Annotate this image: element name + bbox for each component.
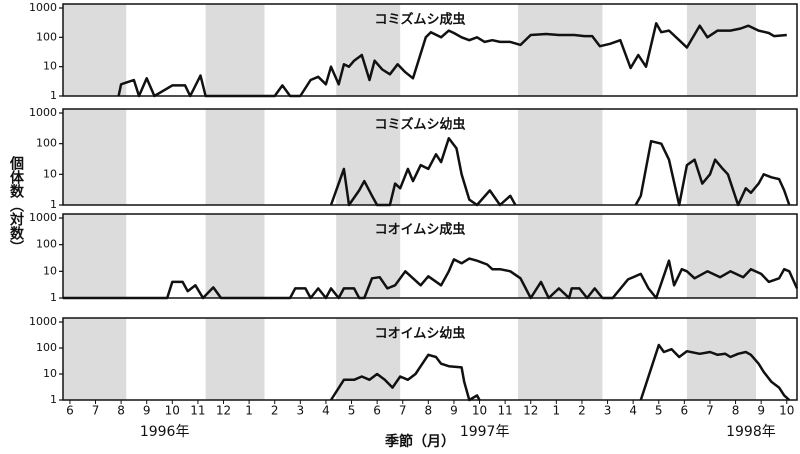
series-line xyxy=(63,257,799,300)
x-tick-label: 8 xyxy=(117,404,125,418)
x-tick-label: 5 xyxy=(655,404,663,418)
shaded-period xyxy=(205,4,265,96)
panel-title: コオイムシ成虫 xyxy=(375,222,466,238)
y-tick-label: 1 xyxy=(50,393,57,406)
y-tick-label: 10 xyxy=(43,167,57,180)
x-tick-label: 6 xyxy=(66,404,74,418)
y-tick-label: 100 xyxy=(36,30,57,43)
y-tick-label: 100 xyxy=(36,341,57,354)
panel-title: コオイムシ幼虫 xyxy=(375,326,466,342)
x-tick-label: 12 xyxy=(523,404,538,418)
panel-frame xyxy=(62,3,798,97)
shaded-period xyxy=(517,214,603,298)
x-tick-label: 9 xyxy=(757,404,765,418)
x-tick-label: 6 xyxy=(373,404,381,418)
x-tick-label: 1 xyxy=(245,404,253,418)
shaded-period xyxy=(686,4,757,96)
panel-frame xyxy=(62,317,798,401)
series-line xyxy=(117,22,787,98)
y-tick-label: 1 xyxy=(50,198,57,211)
y-tick-label: 1000 xyxy=(29,106,57,119)
x-tick-label: 8 xyxy=(732,404,740,418)
shaded-period xyxy=(205,109,265,205)
y-tick-label: 1000 xyxy=(29,1,57,14)
x-tick-label: 11 xyxy=(190,404,205,418)
y-tick-label: 100 xyxy=(36,137,57,150)
series-line xyxy=(329,343,791,402)
y-tick-label: 100 xyxy=(36,238,57,251)
panel-title: コミズムシ成虫 xyxy=(374,12,465,28)
shaded-period xyxy=(336,4,401,96)
x-tick-label: 10 xyxy=(779,404,794,418)
x-tick-label: 2 xyxy=(578,404,586,418)
year-label: 1997年 xyxy=(460,424,510,440)
y-tick-label: 10 xyxy=(43,60,57,73)
panel-title: コミズムシ幼虫 xyxy=(374,117,465,133)
x-tick-label: 7 xyxy=(399,404,407,418)
x-tick-label: 11 xyxy=(498,404,513,418)
year-label: 1996年 xyxy=(140,424,190,440)
shaded-period xyxy=(205,318,265,400)
x-tick-label: 6 xyxy=(681,404,689,418)
shaded-period xyxy=(517,109,603,205)
panel-frame xyxy=(62,108,798,206)
shaded-period xyxy=(517,318,603,400)
panel-frame xyxy=(62,213,798,299)
x-tick-label: 9 xyxy=(143,404,151,418)
x-tick-label: 10 xyxy=(472,404,487,418)
y-tick-label: 1 xyxy=(50,89,57,102)
x-axis-label: 季節（月） xyxy=(384,433,455,450)
year-label: 1998年 xyxy=(726,424,776,440)
x-tick-label: 5 xyxy=(348,404,356,418)
shaded-period xyxy=(686,318,757,400)
y-tick-label: 1000 xyxy=(29,211,57,224)
shaded-period xyxy=(686,214,757,298)
y-tick-label: 1 xyxy=(50,291,57,304)
x-tick-label: 3 xyxy=(604,404,612,418)
shaded-period xyxy=(517,4,603,96)
x-tick-label: 4 xyxy=(322,404,330,418)
x-tick-label: 9 xyxy=(450,404,458,418)
shaded-period xyxy=(205,214,265,298)
shaded-period xyxy=(63,214,127,298)
x-tick-label: 8 xyxy=(425,404,433,418)
shaded-period xyxy=(63,109,127,205)
y-tick-label: 10 xyxy=(43,264,57,277)
y-axis-label: 個体数（対数） xyxy=(8,155,25,254)
y-tick-label: 1000 xyxy=(29,315,57,328)
shaded-period xyxy=(63,318,127,400)
shaded-period xyxy=(336,214,401,298)
x-tick-label: 4 xyxy=(629,404,637,418)
x-tick-label: 10 xyxy=(165,404,180,418)
x-tick-label: 3 xyxy=(297,404,305,418)
x-tick-label: 12 xyxy=(216,404,231,418)
x-tick-label: 1 xyxy=(553,404,561,418)
series-line xyxy=(329,137,791,207)
x-tick-label: 7 xyxy=(706,404,714,418)
x-tick-label: 2 xyxy=(271,404,279,418)
y-tick-label: 10 xyxy=(43,367,57,380)
x-tick-label: 7 xyxy=(92,404,100,418)
shaded-period xyxy=(63,4,127,96)
